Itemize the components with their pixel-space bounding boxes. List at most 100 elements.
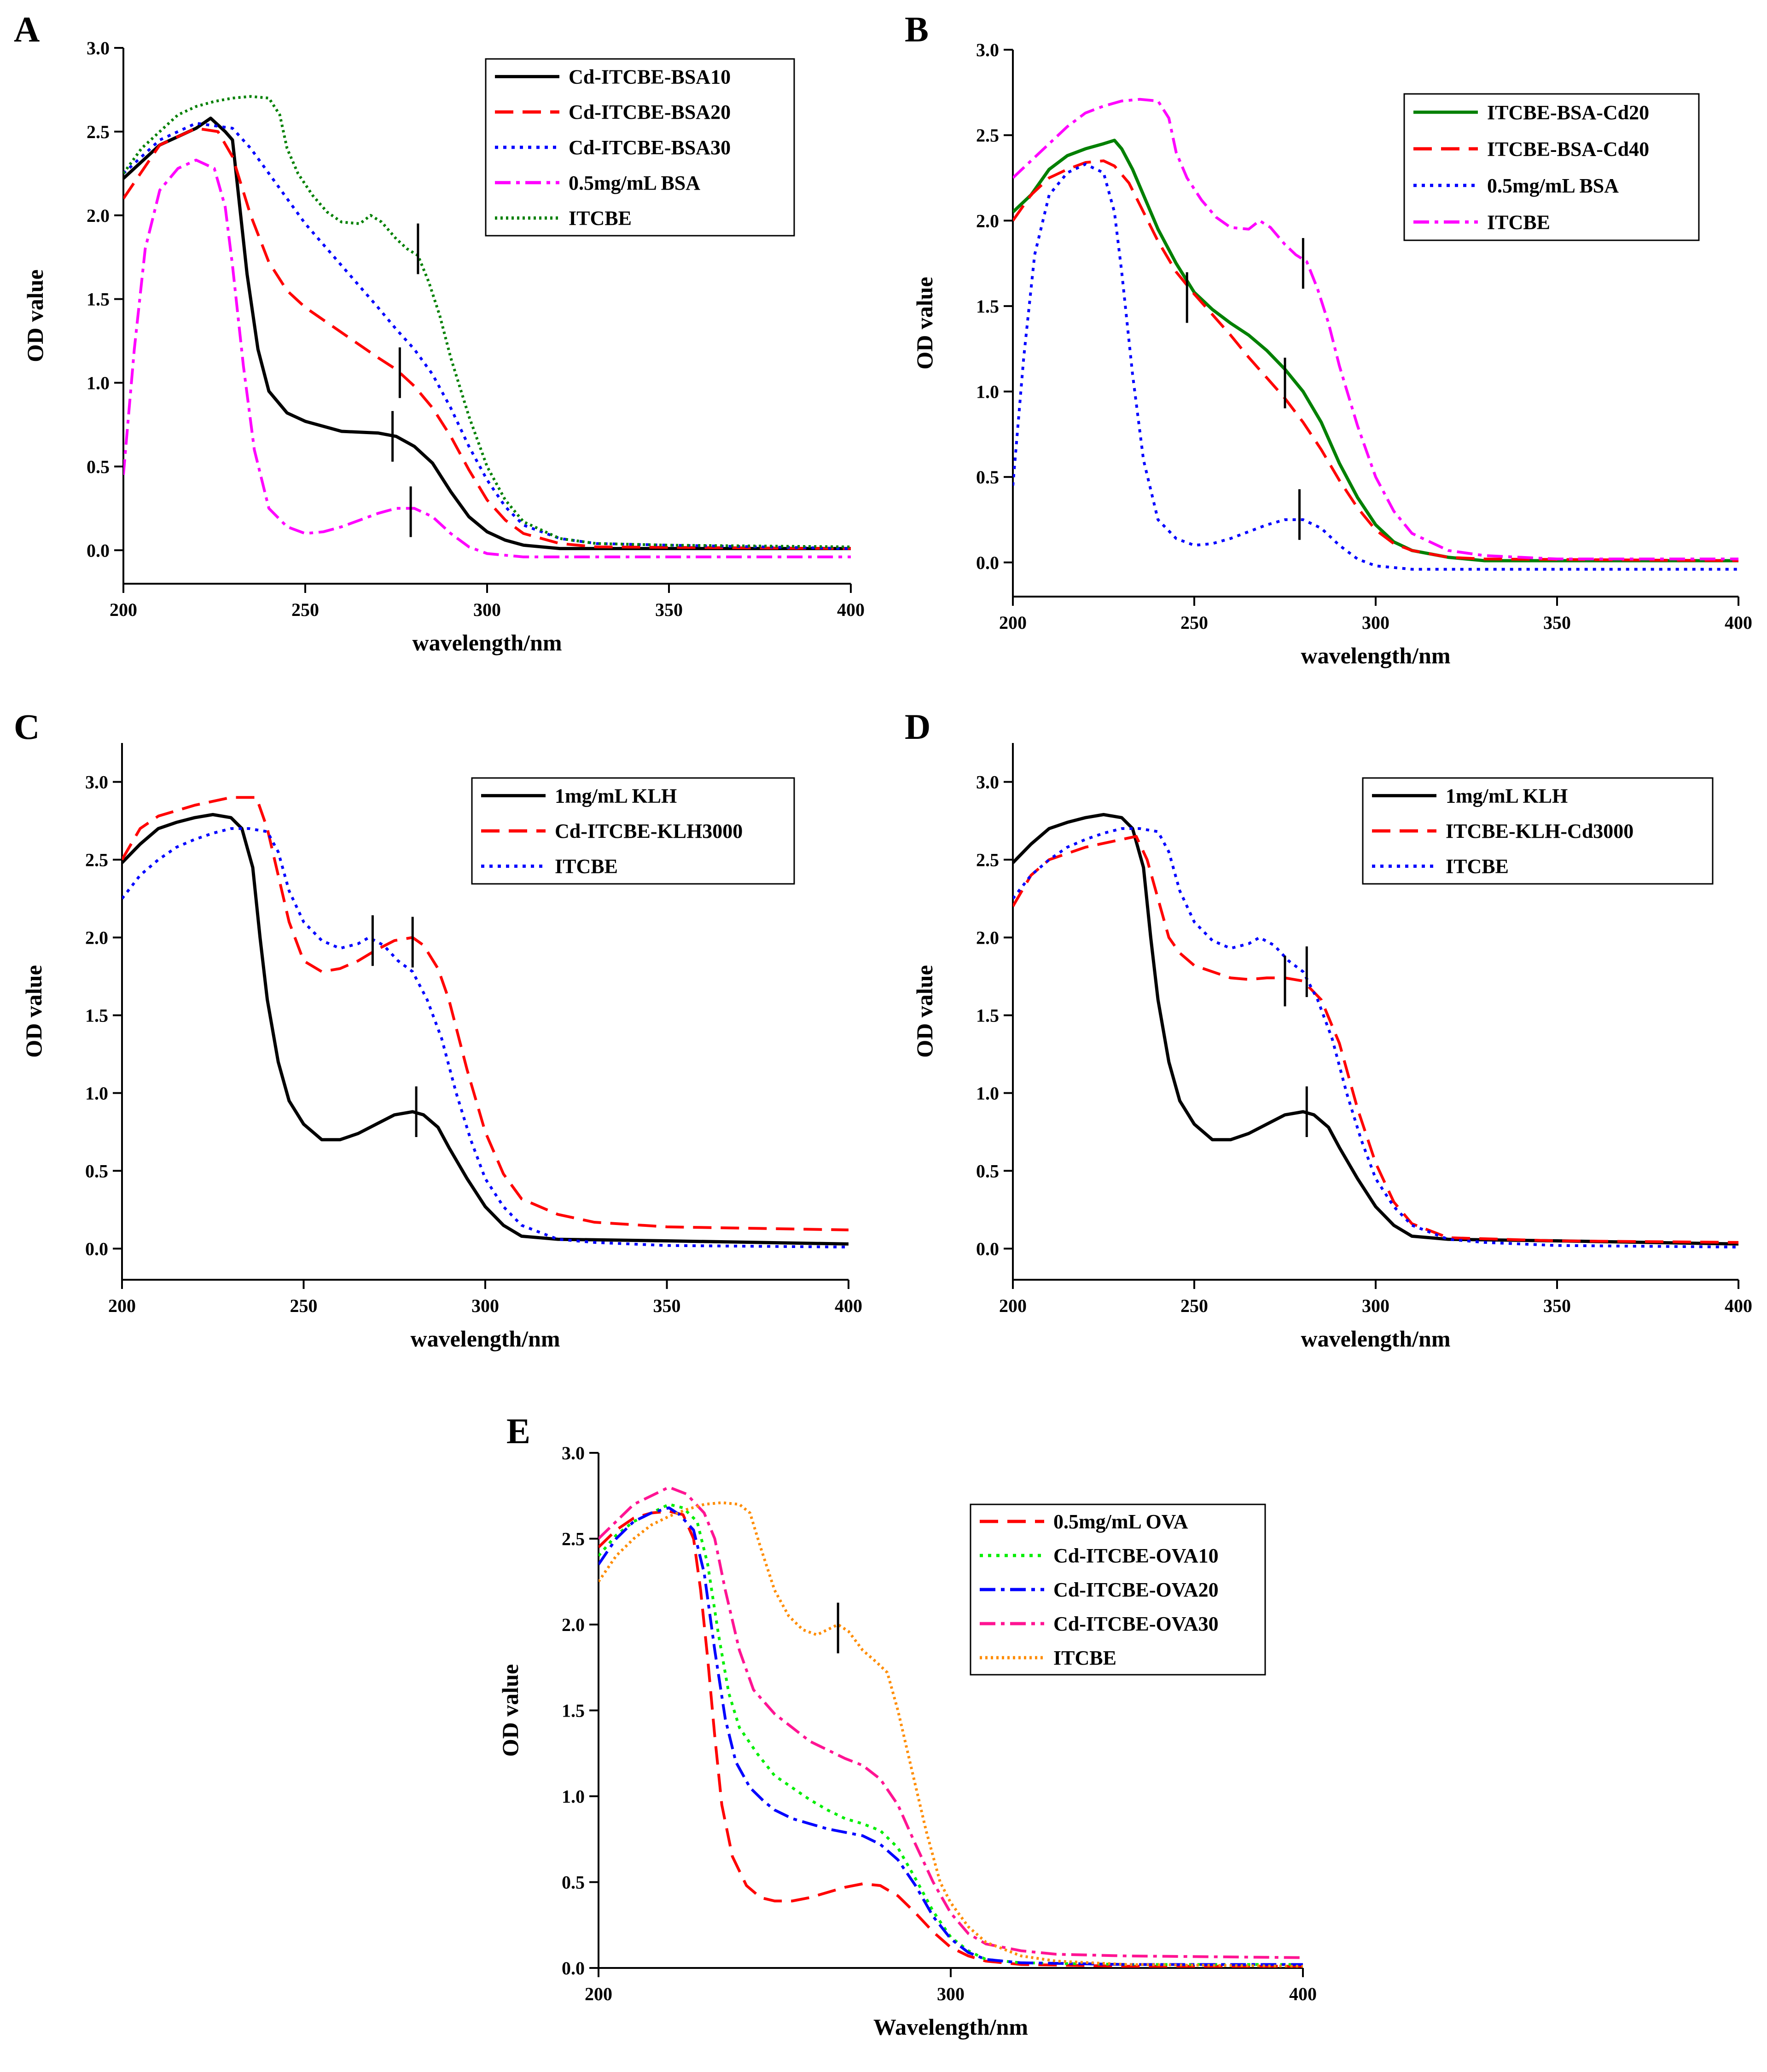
- x-tick-label: 250: [291, 599, 319, 620]
- x-tick-label: 300: [937, 1984, 965, 2004]
- y-tick-label: 2.0: [562, 1614, 585, 1635]
- x-tick-label: 200: [999, 1295, 1027, 1316]
- legend-label: Cd-ITCBE-OVA10: [1053, 1544, 1219, 1567]
- legend-label: 0.5mg/mL BSA: [1487, 174, 1619, 197]
- x-tick-label: 200: [585, 1984, 612, 2004]
- x-axis-label: wavelength/nm: [1301, 643, 1451, 668]
- series-line-itcbe-bsa-cd20: [1013, 139, 1738, 563]
- series-line-itcbe: [1013, 98, 1738, 561]
- series-line-1mg-ml-klh: [1013, 813, 1738, 1246]
- legend-label: Cd-ITCBE-BSA10: [569, 65, 731, 88]
- y-tick-label: 2.5: [85, 849, 108, 870]
- x-tick-label: 400: [1289, 1984, 1317, 2004]
- panel-c: C 200 250 300 350 400 0.0 0.5 1.0 1.5 2.0 2.5 3.0 wav…: [14, 707, 862, 1352]
- legend-label: ITCBE: [1446, 855, 1509, 878]
- x-tick-label: 350: [1543, 612, 1571, 633]
- legend-label: Cd-ITCBE-OVA30: [1053, 1613, 1219, 1635]
- y-axis-label: OD value: [21, 965, 46, 1057]
- y-tick-label: 1.0: [976, 382, 999, 402]
- y-tick-label: 0.5: [976, 467, 999, 488]
- x-axis-label: Wavelength/nm: [873, 2014, 1028, 2040]
- series-line-cd-itcbe-ova10: [599, 1503, 1303, 1966]
- y-tick-label: 0.0: [976, 552, 999, 573]
- y-tick-label: 1.5: [85, 1005, 108, 1026]
- legend-label: ITCBE-KLH-Cd3000: [1446, 820, 1633, 842]
- x-tick-label: 300: [1362, 1295, 1389, 1316]
- series-line-itcbe: [599, 1501, 1303, 1968]
- legend-label: Cd-ITCBE-BSA20: [569, 101, 731, 123]
- x-tick-label: 350: [655, 599, 683, 620]
- y-tick-label: 1.0: [976, 1083, 999, 1103]
- x-tick-label: 300: [473, 599, 501, 620]
- legend-label: ITCBE: [1053, 1647, 1116, 1669]
- y-axis-label: OD value: [497, 1664, 523, 1757]
- legend-label: 1mg/mL KLH: [555, 784, 677, 807]
- series-line-itcbe-klh-cd3000: [1013, 835, 1738, 1244]
- x-axis-label: wavelength/nm: [413, 630, 562, 656]
- y-tick-label: 2.0: [87, 205, 110, 226]
- series-line-0-5mg-ml-bsa: [123, 158, 851, 558]
- series-line-itcbe: [1013, 827, 1738, 1248]
- x-tick-label: 400: [1725, 1295, 1752, 1316]
- y-tick-label: 0.5: [87, 456, 110, 477]
- y-tick-label: 1.5: [976, 296, 999, 317]
- x-tick-label: 250: [1180, 612, 1208, 633]
- legend-box: [1403, 93, 1700, 241]
- panel-letter: E: [506, 1411, 530, 1451]
- x-tick-label: 250: [1180, 1295, 1208, 1316]
- panel-b: B 200 250 300 350 400 0.0 0.5 1.0 1.5 2.0 2.5 3.0 wav…: [905, 9, 1752, 668]
- x-tick-label: 300: [471, 1295, 499, 1316]
- y-axis-label: OD value: [912, 965, 937, 1057]
- legend-label: Cd-ITCBE-OVA20: [1053, 1579, 1219, 1601]
- legend-label: ITCBE-BSA-Cd40: [1487, 138, 1649, 160]
- x-tick-label: 200: [108, 1295, 136, 1316]
- x-axis-label: wavelength/nm: [1301, 1326, 1451, 1352]
- panel-letter: A: [14, 9, 40, 49]
- series-line-1mg-ml-klh: [122, 813, 849, 1246]
- y-tick-label: 0.5: [976, 1161, 999, 1181]
- y-tick-label: 3.0: [85, 772, 108, 792]
- legend-label: 0.5mg/mL OVA: [1053, 1510, 1188, 1533]
- panel-letter: C: [14, 707, 40, 747]
- y-tick-label: 0.0: [87, 540, 110, 561]
- series-line-cd-itcbe-ova30: [599, 1486, 1303, 1959]
- x-tick-label: 400: [1725, 612, 1752, 633]
- y-tick-label: 0.0: [562, 1958, 585, 1979]
- y-tick-label: 1.5: [87, 289, 110, 310]
- y-tick-label: 0.5: [562, 1872, 585, 1893]
- y-tick-label: 3.0: [976, 40, 999, 60]
- series-line-itcbe: [123, 95, 851, 548]
- series-line-itcbe: [122, 827, 849, 1248]
- panel-letter: D: [905, 707, 930, 747]
- series-line-0-5mg-ml-bsa: [1013, 163, 1738, 571]
- series-line-cd-itcbe-klh3000: [122, 796, 849, 1231]
- legend-label: Cd-ITCBE-KLH3000: [555, 820, 743, 842]
- y-tick-label: 2.0: [85, 927, 108, 948]
- y-tick-label: 3.0: [562, 1443, 585, 1463]
- legend-label: 1mg/mL KLH: [1446, 784, 1568, 807]
- y-tick-label: 0.5: [85, 1161, 108, 1181]
- x-tick-label: 200: [999, 612, 1027, 633]
- x-tick-label: 350: [653, 1295, 681, 1316]
- x-axis-label: wavelength/nm: [411, 1326, 560, 1352]
- x-tick-label: 250: [290, 1295, 318, 1316]
- x-tick-label: 300: [1362, 612, 1389, 633]
- y-axis-label: OD value: [912, 277, 937, 369]
- series-line-cd-itcbe-bsa30: [123, 122, 851, 550]
- legend-label: Cd-ITCBE-BSA30: [569, 136, 731, 159]
- y-tick-label: 2.5: [976, 849, 999, 870]
- x-tick-label: 400: [835, 1295, 862, 1316]
- legend-label: ITCBE-BSA-Cd20: [1487, 101, 1649, 124]
- y-tick-label: 2.5: [976, 125, 999, 146]
- legend-label: ITCBE: [569, 207, 632, 230]
- y-tick-label: 3.0: [976, 772, 999, 792]
- x-tick-label: 350: [1543, 1295, 1571, 1316]
- y-tick-label: 1.5: [976, 1005, 999, 1026]
- series-line-itcbe-bsa-cd40: [1013, 159, 1738, 562]
- legend-label: 0.5mg/mL BSA: [569, 172, 700, 194]
- x-tick-label: 200: [110, 599, 137, 620]
- y-tick-label: 0.0: [85, 1238, 108, 1259]
- y-tick-label: 2.5: [87, 122, 110, 142]
- legend-label: ITCBE: [555, 855, 618, 878]
